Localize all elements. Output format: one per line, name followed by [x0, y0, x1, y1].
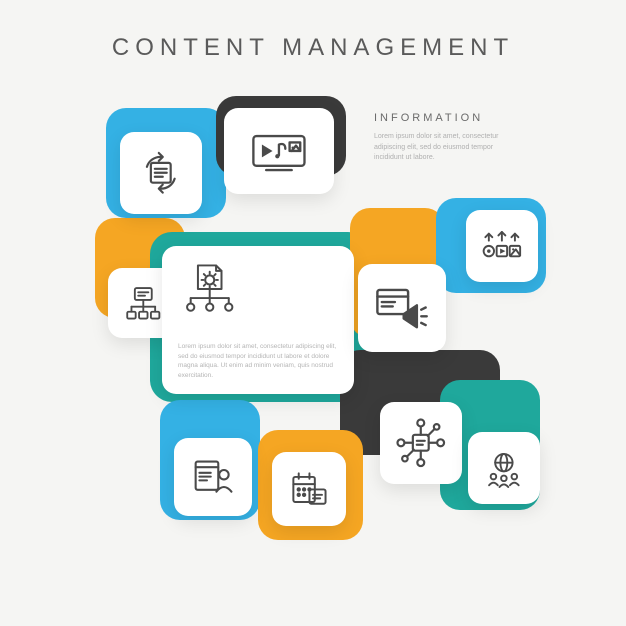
card-megaphone	[358, 264, 446, 352]
cms-lorem-text: Lorem ipsum dolor sit amet, consectetur …	[178, 342, 338, 380]
card-cms: Lorem ipsum dolor sit amet, consectetur …	[162, 246, 354, 394]
card-share	[380, 402, 462, 484]
card-media	[224, 108, 334, 194]
card-profile	[174, 438, 252, 516]
refresh-content-icon	[137, 149, 185, 197]
globe-group-icon	[483, 447, 525, 489]
information-block: INFORMATION Lorem ipsum dolor sit amet, …	[374, 112, 514, 164]
announce-icon	[373, 282, 430, 333]
card-calendar	[272, 452, 346, 526]
card-refresh	[120, 132, 202, 214]
media-player-icon	[247, 126, 311, 176]
page-title: CONTENT MANAGEMENT	[0, 34, 626, 62]
profile-icon	[190, 454, 235, 499]
information-text: Lorem ipsum dolor sit amet, consectetur …	[374, 132, 514, 164]
sitemap-icon	[123, 283, 164, 324]
distribute-icon	[395, 417, 447, 469]
card-globe	[468, 432, 540, 504]
cms-big-icon	[178, 260, 338, 318]
calendar-icon	[288, 468, 331, 511]
information-heading: INFORMATION	[374, 112, 514, 124]
card-upload	[466, 210, 538, 282]
upload-media-icon	[481, 225, 523, 267]
